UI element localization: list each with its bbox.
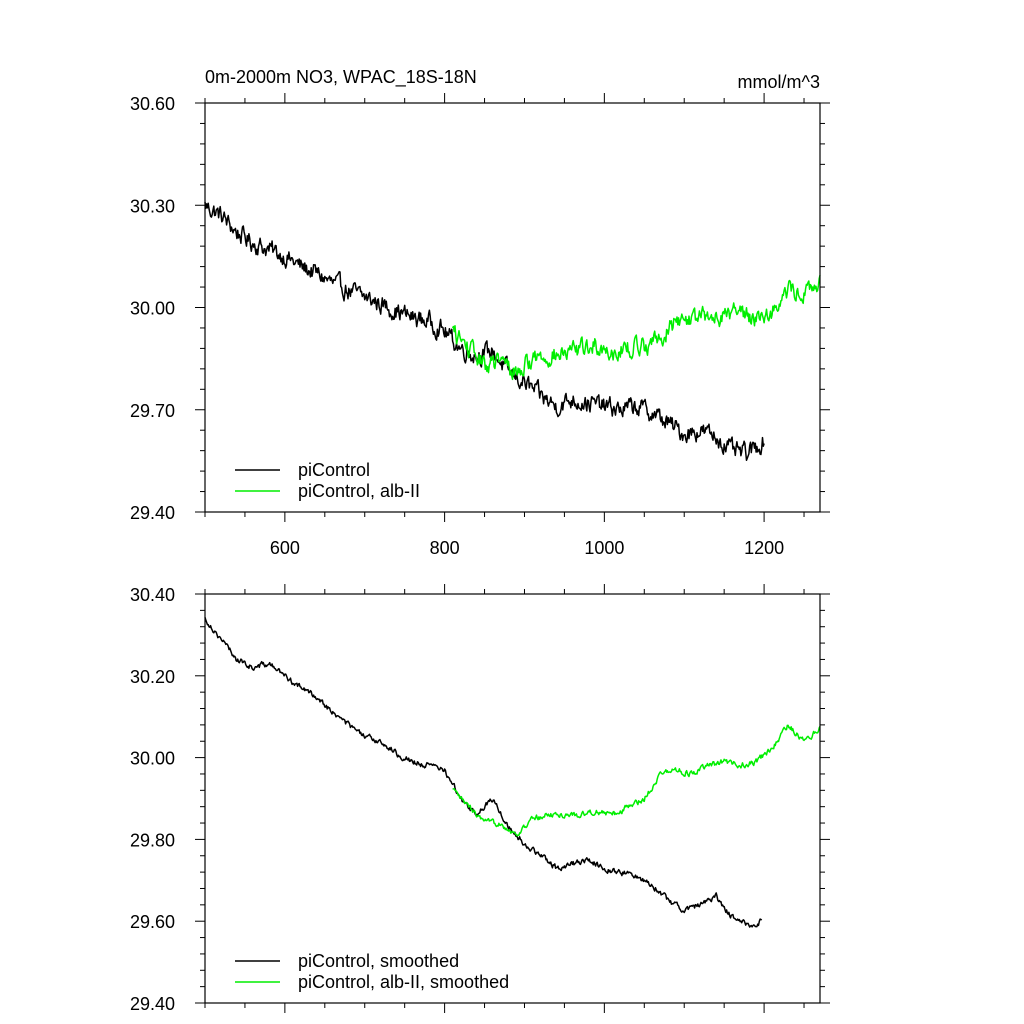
- series-line-2: [451, 275, 821, 381]
- y-tick-label: 30.20: [130, 667, 175, 687]
- y-tick-label: 29.40: [130, 994, 175, 1014]
- y-tick-label: 30.40: [130, 585, 175, 605]
- series-layer: [204, 201, 821, 462]
- top-panel: 0m-2000m NO3, WPAC_18S-18N mmol/m^3 600 8…: [130, 67, 830, 558]
- axis-ticks: 600 800 1000 1200 29.40 29.70 30.00 30.30 30.60: [130, 93, 830, 558]
- y-tick-label: 30.00: [130, 749, 175, 769]
- x-tick-label: 800: [430, 538, 460, 558]
- bottom-panel: 29.40 29.60 29.80 30.00 30.20 30.40 piControl…: [130, 584, 830, 1014]
- x-tick-label: 600: [270, 538, 300, 558]
- y-tick-label: 29.40: [130, 503, 175, 523]
- units-label: mmol/m^3: [738, 72, 820, 92]
- y-tick-label: 29.70: [130, 401, 175, 421]
- plot-frame: [204, 102, 821, 513]
- y-tick-label: 30.60: [130, 94, 175, 114]
- y-tick-label: 29.60: [130, 912, 175, 932]
- plot-frame: [204, 593, 821, 1004]
- legend-label: piControl: [298, 460, 370, 480]
- legend-label: piControl, alb-II: [298, 481, 420, 501]
- x-tick-label: 1000: [584, 538, 624, 558]
- legend-label: piControl, alb-II, smoothed: [298, 972, 509, 992]
- y-tick-label: 29.80: [130, 830, 175, 850]
- series-line-1: [204, 201, 765, 462]
- y-tick-label: 30.00: [130, 299, 175, 319]
- series-layer: [204, 617, 821, 928]
- series-line-2: [452, 724, 821, 837]
- series-line-1: [204, 617, 763, 928]
- legend-label: piControl, smoothed: [298, 951, 459, 971]
- x-tick-label: 1200: [744, 538, 784, 558]
- axis-ticks: 29.40 29.60 29.80 30.00 30.20 30.40: [130, 584, 830, 1014]
- chart-title: 0m-2000m NO3, WPAC_18S-18N: [205, 67, 477, 88]
- y-tick-label: 30.30: [130, 196, 175, 216]
